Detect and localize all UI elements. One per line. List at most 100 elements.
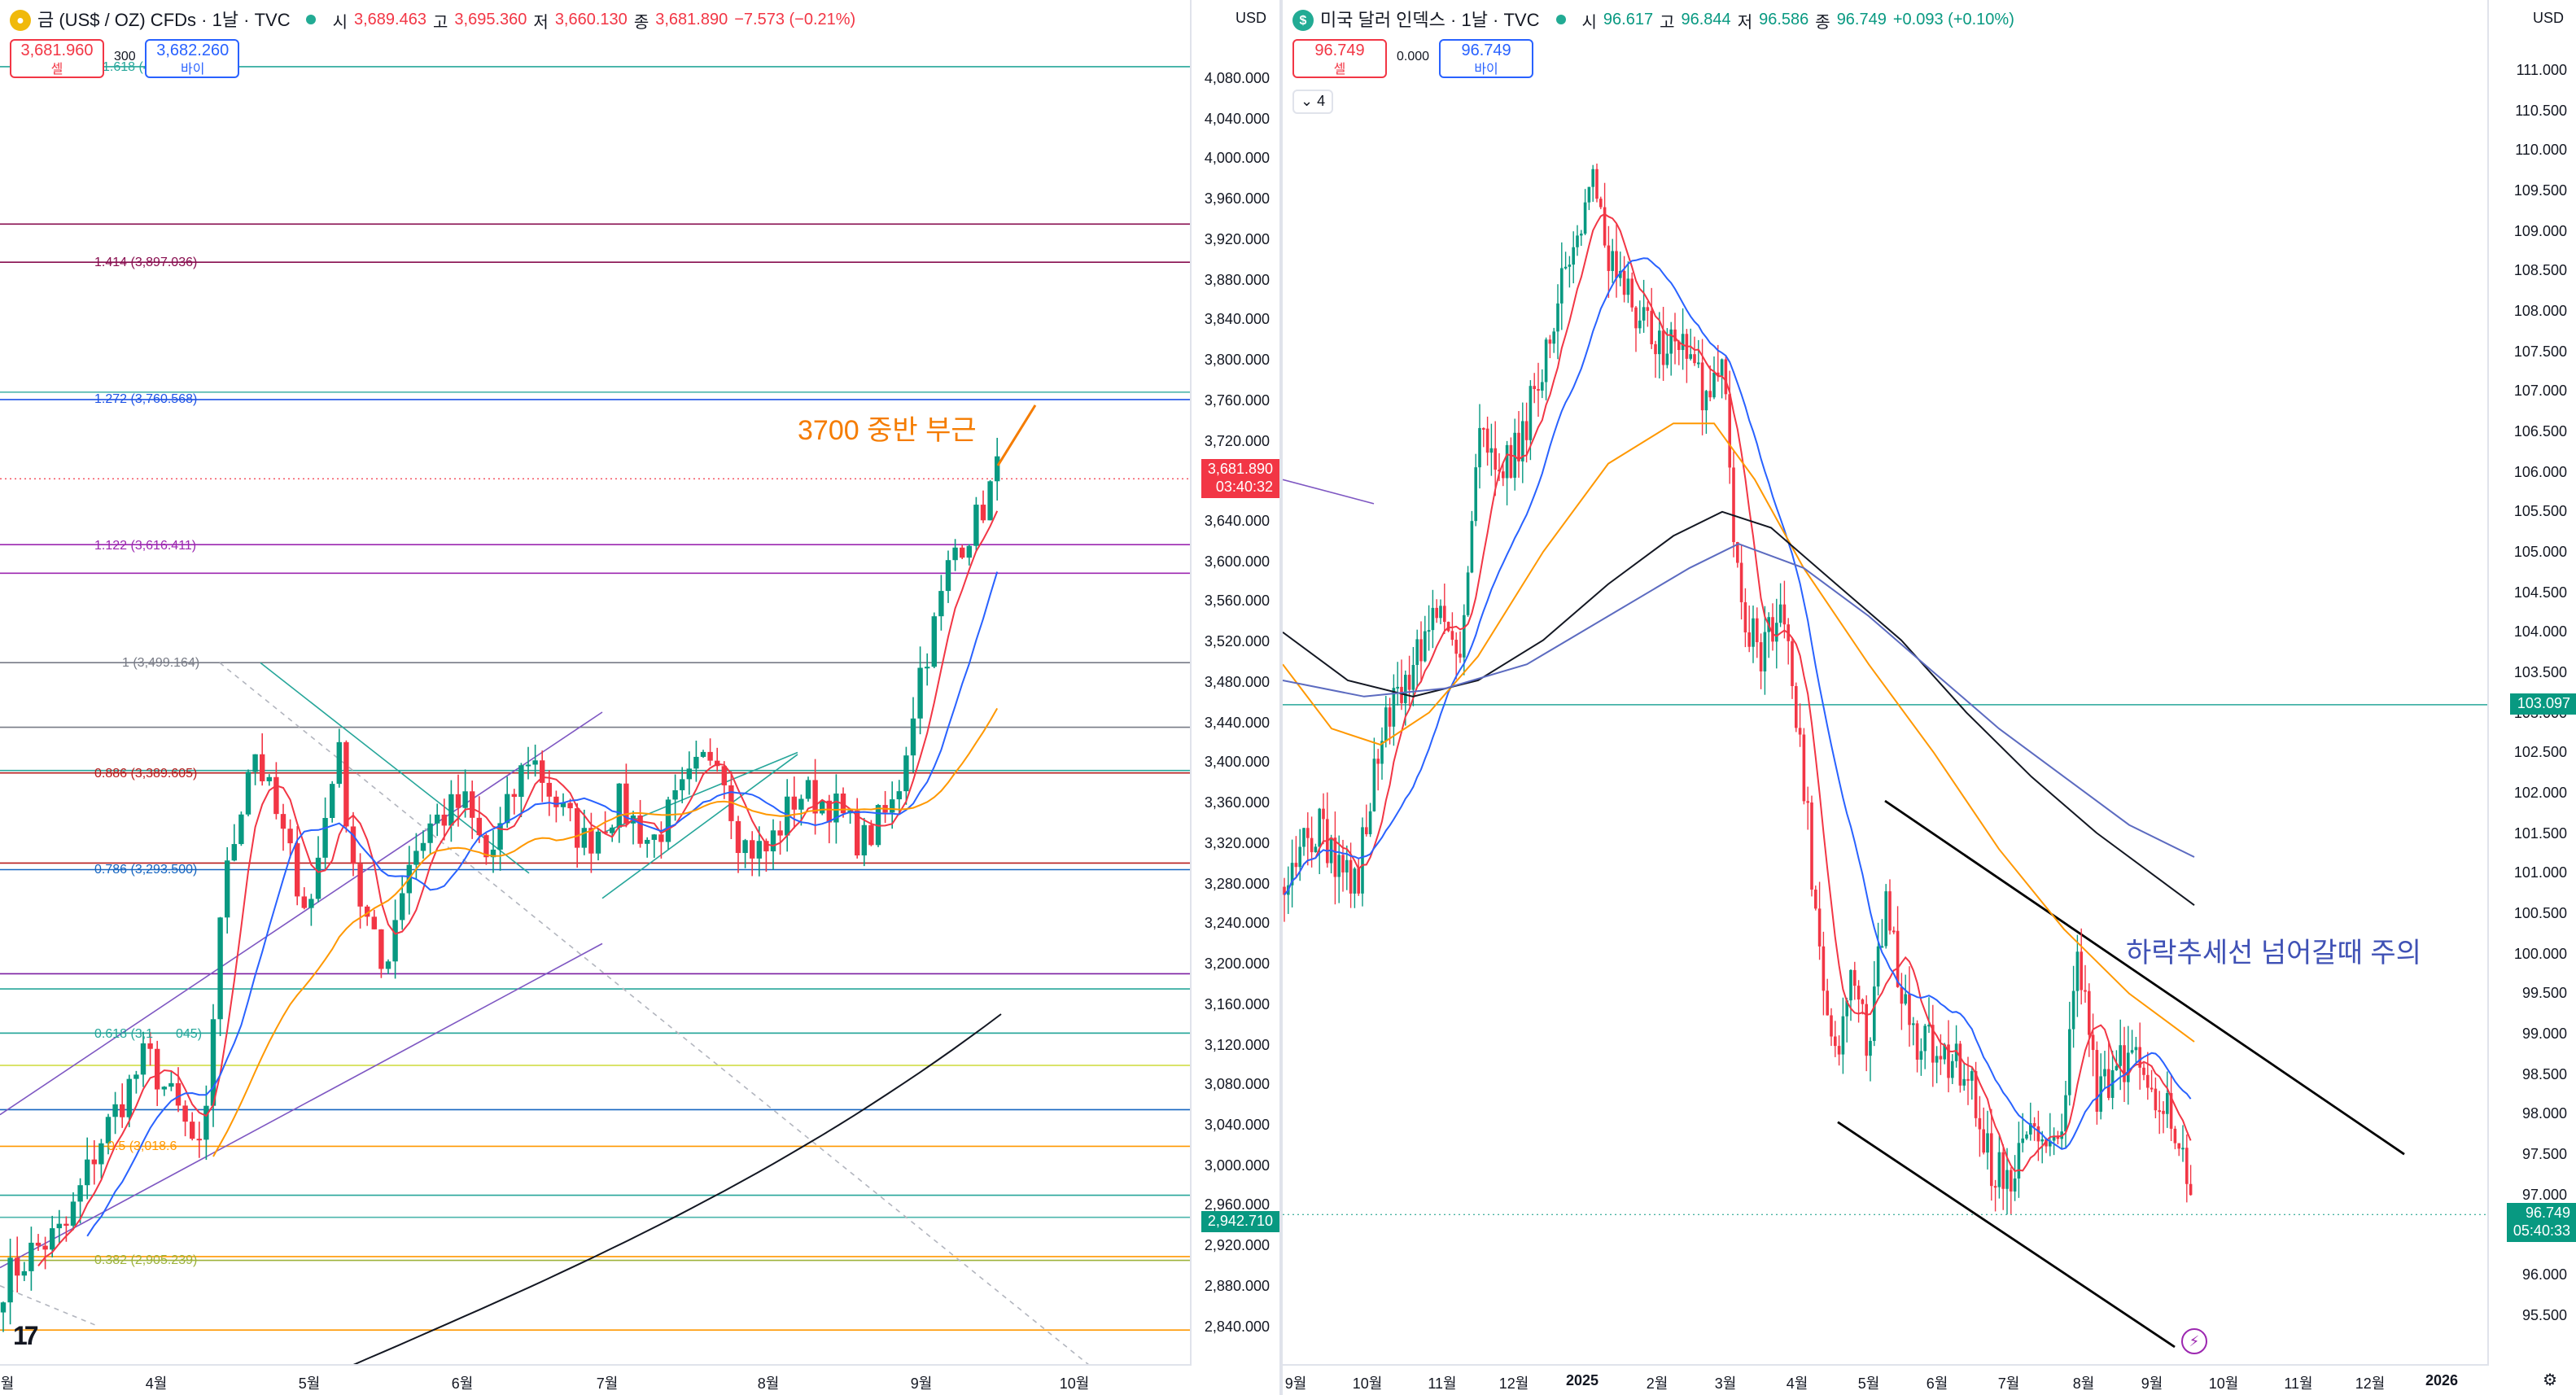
candle — [2088, 990, 2091, 1035]
gold-title[interactable]: 금 (US$ / OZ) CFDs · 1날 · TVC — [37, 11, 291, 31]
right-tick-label: 106.000 — [2513, 463, 2567, 480]
channel-line[interactable] — [0, 711, 603, 1116]
currency-label[interactable]: USD — [2532, 10, 2564, 26]
downtrend-upper-line[interactable] — [1884, 799, 2405, 1156]
candle — [1669, 329, 1673, 354]
ma-fast-line[interactable] — [37, 510, 999, 1267]
downtrend-lower-line[interactable] — [1837, 1121, 2176, 1349]
triangle-line[interactable] — [601, 754, 798, 899]
dxy-candles[interactable] — [1283, 164, 2193, 1215]
candle — [1384, 707, 1388, 741]
candle — [1927, 1025, 1931, 1027]
dxy-price-axis[interactable]: USD 111.000 110.500 110.000 109.500 109.000 1… — [2487, 0, 2576, 1395]
right-tick-label: 96.000 — [2521, 1266, 2567, 1283]
dxy-chart-canvas[interactable] — [1283, 0, 2576, 1395]
candle — [1681, 334, 1685, 351]
candle — [1736, 542, 1739, 563]
right-time-tick: 11월 — [1428, 1375, 1457, 1392]
candle — [1638, 320, 1642, 329]
sell-button[interactable]: 3,681.960 셀 — [10, 39, 104, 78]
fib-level-label: 0.886 (3,389.605) — [94, 765, 198, 781]
candle — [1498, 470, 1501, 472]
buy-button[interactable]: 3,682.260 바이 — [145, 39, 240, 78]
lightning-icon[interactable]: ⚡ — [2181, 1328, 2207, 1354]
candle — [1841, 1016, 1845, 1055]
settings-icon[interactable]: ⚙ — [2543, 1372, 2557, 1390]
dxy-annotation[interactable]: 하락추세선 넘어갈때 주의 — [2126, 938, 2421, 969]
candle — [680, 779, 685, 790]
currency-label[interactable]: USD — [1235, 10, 1266, 26]
gold-time-axis[interactable]: 3월 4월 5월 6월 7월 8월 9월 10월 — [0, 1364, 1192, 1395]
candle — [147, 1043, 153, 1049]
right-time-tick: 12월 — [2355, 1375, 2386, 1392]
ma-slow-line[interactable] — [212, 707, 999, 1157]
ma-violet-line[interactable] — [1283, 543, 2195, 858]
candle — [441, 814, 447, 826]
tradingview-logo[interactable]: 17 — [13, 1323, 39, 1351]
indicators-toggle[interactable]: ⌄ 4 — [1292, 90, 1334, 114]
gold-annotation[interactable]: 3700 중반 부근 — [798, 415, 977, 446]
candle — [371, 916, 377, 929]
candle — [1962, 1078, 1966, 1086]
buy-button[interactable]: 96.749 바이 — [1439, 39, 1534, 78]
sell-button[interactable]: 96.749 셀 — [1292, 39, 1387, 78]
candle — [1568, 265, 1572, 267]
annotation-arrow[interactable] — [996, 405, 1037, 466]
candle — [2068, 1029, 2071, 1095]
gold-price-axis[interactable]: USD 4,080.000 4,040.000 4,000.000 3,960.000… — [1190, 0, 1279, 1395]
right-time-tick: 12월 — [1498, 1375, 1529, 1392]
candle — [1939, 1056, 1943, 1060]
countdown: 03:40:32 — [1215, 479, 1273, 496]
dxy-chart-panel[interactable]: $ 미국 달러 인덱스 · 1날 · TVC 시 96.617 고 96.844 저… — [1283, 0, 2576, 1395]
gold-legend: ● 금 (US$ / OZ) CFDs · 1날 · TVC 시 3,689.46… — [10, 7, 855, 33]
ma-fast-line[interactable] — [1284, 212, 2192, 1173]
ma-mid-line[interactable] — [1284, 257, 2192, 1150]
candle — [448, 794, 454, 826]
candle — [35, 1242, 42, 1246]
candle — [987, 481, 993, 521]
gold-candles[interactable] — [0, 437, 1000, 1332]
candle — [476, 817, 482, 836]
panel-divider[interactable] — [1279, 0, 1283, 1395]
left-time-tick: 5월 — [298, 1375, 321, 1392]
dxy-title[interactable]: 미국 달러 인덱스 · 1날 · TVC — [1320, 11, 1540, 31]
fib-trend-line[interactable] — [0, 1285, 98, 1327]
right-tick-label: 102.500 — [2513, 744, 2567, 761]
ma-slow-line[interactable] — [1283, 422, 2195, 1043]
candle — [1302, 828, 1305, 847]
left-time-tick: 10월 — [1059, 1375, 1090, 1392]
gold-chart-canvas[interactable] — [0, 0, 1279, 1395]
candle — [1845, 1000, 1848, 1017]
candle — [266, 776, 272, 781]
ma-long-line[interactable] — [349, 1013, 1002, 1367]
fib-level-label: 1.272 (3,760.568) — [94, 391, 198, 407]
ma-mid-line[interactable] — [86, 571, 999, 1237]
candle — [1982, 1129, 1985, 1153]
candle — [1396, 686, 1399, 689]
candle — [1869, 1040, 1872, 1056]
candle — [602, 831, 608, 833]
candle — [1388, 707, 1392, 727]
gold-chart-panel[interactable]: 1.618 (4,091.4 1.414 (3,897.036) 1.272 (3,… — [0, 0, 1279, 1395]
candle — [1419, 639, 1423, 662]
candle — [1724, 359, 1728, 395]
ma-long-line[interactable] — [1283, 510, 2195, 907]
candle — [1908, 994, 1911, 1025]
candle — [1689, 354, 1692, 359]
countdown: 05:40:33 — [2513, 1222, 2570, 1240]
right-tick-label: 104.000 — [2513, 623, 2567, 641]
fib-trend-line[interactable] — [219, 662, 1091, 1367]
channel-line[interactable] — [0, 942, 603, 1269]
candle — [225, 860, 230, 918]
candle — [1931, 1025, 1935, 1063]
candle — [350, 826, 356, 864]
high-key: 고 — [433, 14, 448, 32]
candle — [1427, 630, 1431, 632]
candle — [693, 756, 699, 769]
drawing-line[interactable] — [1283, 479, 1375, 505]
dxy-time-axis[interactable]: 9월 10월 11월 12월 2025 2월 3월 4월 5월 6월 7월 8월 9월 10월 11월 12월… — [1283, 1364, 2489, 1395]
candle — [1333, 837, 1337, 877]
candle — [140, 1043, 147, 1075]
high-value: 96.844 — [1681, 11, 1731, 28]
right-time-tick: 6월 — [1926, 1375, 1948, 1392]
